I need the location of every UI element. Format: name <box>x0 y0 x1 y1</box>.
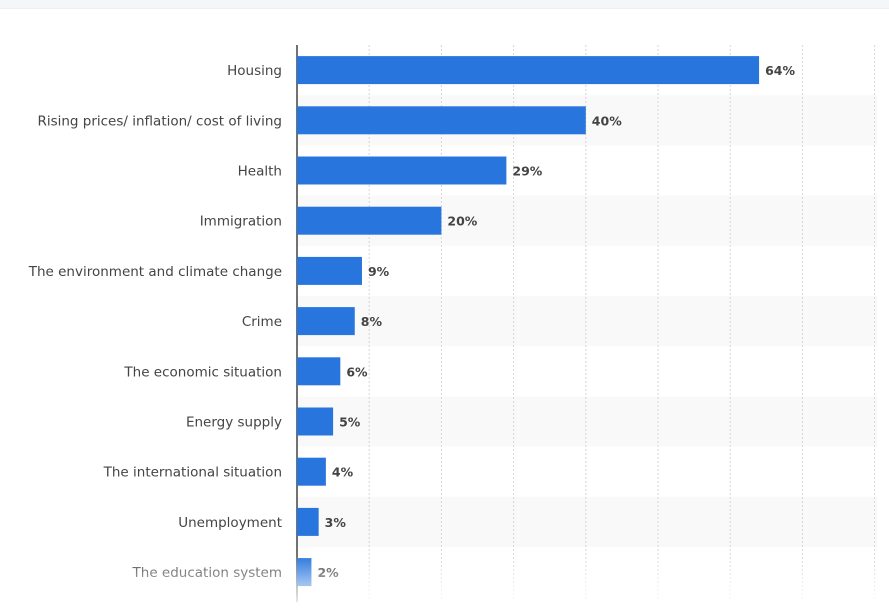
category-label: Housing <box>227 63 282 79</box>
category-label: Crime <box>242 314 282 330</box>
bar <box>297 56 760 85</box>
bar <box>297 407 334 436</box>
value-label: 9% <box>368 264 390 279</box>
category-label: The education system <box>132 565 282 581</box>
value-label: 4% <box>332 465 354 480</box>
category-label: Health <box>238 164 282 180</box>
value-label: 64% <box>765 63 795 78</box>
bar <box>297 357 341 386</box>
bar <box>297 206 442 235</box>
value-label: 3% <box>325 515 347 530</box>
bar <box>297 106 586 135</box>
bar <box>297 507 319 536</box>
value-label: 5% <box>339 415 361 430</box>
value-label: 40% <box>592 113 622 128</box>
bar <box>297 156 507 185</box>
value-label: 6% <box>346 364 368 379</box>
category-label: Unemployment <box>178 515 282 531</box>
value-label: 20% <box>447 214 477 229</box>
bar <box>297 457 326 486</box>
bar <box>297 558 312 587</box>
category-label: The international situation <box>103 465 282 481</box>
category-label: Immigration <box>200 214 282 230</box>
category-label: The environment and climate change <box>28 264 282 280</box>
row-band <box>297 496 877 547</box>
top-bar <box>0 0 889 9</box>
category-label: Rising prices/ inflation/ cost of living <box>37 113 282 129</box>
bar <box>297 307 355 336</box>
value-label: 8% <box>361 314 383 329</box>
value-label: 2% <box>317 565 339 580</box>
row-band <box>297 296 877 347</box>
category-label: Energy supply <box>186 415 282 431</box>
category-label: The economic situation <box>123 364 282 380</box>
bar <box>297 256 362 285</box>
row-band <box>297 396 877 447</box>
value-label: 29% <box>512 164 542 179</box>
